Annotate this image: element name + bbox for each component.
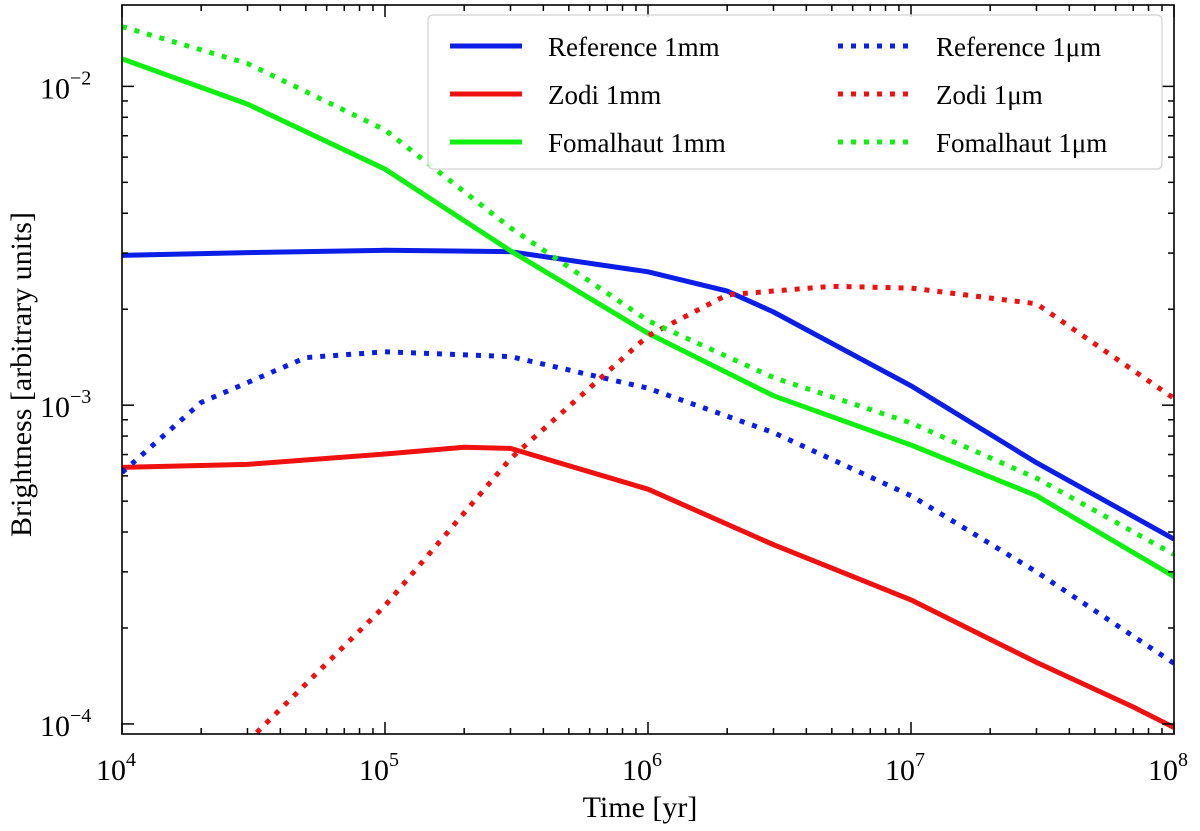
legend-label-zodi-1mm: Zodi 1mm: [548, 80, 661, 110]
x-tick-exponent: 5: [389, 749, 399, 771]
y-tick-label: 10−3: [40, 386, 91, 424]
legend: Reference 1mm Zodi 1mm Fomalhaut 1mm Refere…: [427, 14, 1163, 170]
x-tick-base: 10: [1148, 754, 1178, 787]
x-tick-label: 106: [622, 749, 662, 787]
x-tick-label: 104: [96, 749, 136, 787]
y-tick-label: 10−2: [40, 67, 91, 105]
y-axis-label: Brightness [arbitrary units]: [5, 212, 38, 537]
x-tick-label: 108: [1148, 749, 1188, 787]
x-tick-label: 107: [885, 749, 925, 787]
series-line-reference-1mm: [122, 247, 1174, 542]
y-tick-base: 10: [40, 72, 70, 105]
y-tick-base: 10: [40, 391, 70, 424]
series-line-reference-1um: [122, 349, 1174, 666]
legend-label-reference-1um: Reference 1μm: [936, 32, 1101, 62]
x-tick-label: 105: [359, 749, 399, 787]
series-layer: [122, 24, 1174, 734]
x-tick-labels: 104 105 106 107 108: [96, 749, 1188, 787]
x-tick-exponent: 7: [915, 749, 925, 771]
y-tick-exponent: −3: [70, 386, 91, 408]
y-tick-exponent: −4: [70, 705, 91, 727]
legend-label-reference-1mm: Reference 1mm: [548, 32, 720, 62]
y-tick-base: 10: [40, 710, 70, 743]
y-tick-label: 10−4: [40, 705, 91, 743]
y-tick-exponent: −2: [70, 67, 91, 89]
x-tick-base: 10: [96, 754, 126, 787]
x-tick-exponent: 4: [126, 749, 136, 771]
legend-frame: [427, 14, 1163, 170]
series-line-zodi-1um: [251, 283, 1174, 734]
x-tick-exponent: 8: [1178, 749, 1188, 771]
series-line-zodi-1mm: [122, 444, 1174, 730]
x-tick-base: 10: [359, 754, 389, 787]
x-axis-label: Time [yr]: [583, 791, 698, 824]
y-tick-labels: 10−410−310−2: [40, 67, 91, 743]
legend-label-fomalhaut-1mm: Fomalhaut 1mm: [548, 128, 726, 158]
plot-frame: [121, 4, 1175, 735]
x-tick-base: 10: [622, 754, 652, 787]
x-tick-base: 10: [885, 754, 915, 787]
x-tick-exponent: 6: [652, 749, 662, 771]
legend-label-fomalhaut-1um: Fomalhaut 1μm: [936, 128, 1107, 158]
legend-label-zodi-1um: Zodi 1μm: [936, 80, 1043, 110]
